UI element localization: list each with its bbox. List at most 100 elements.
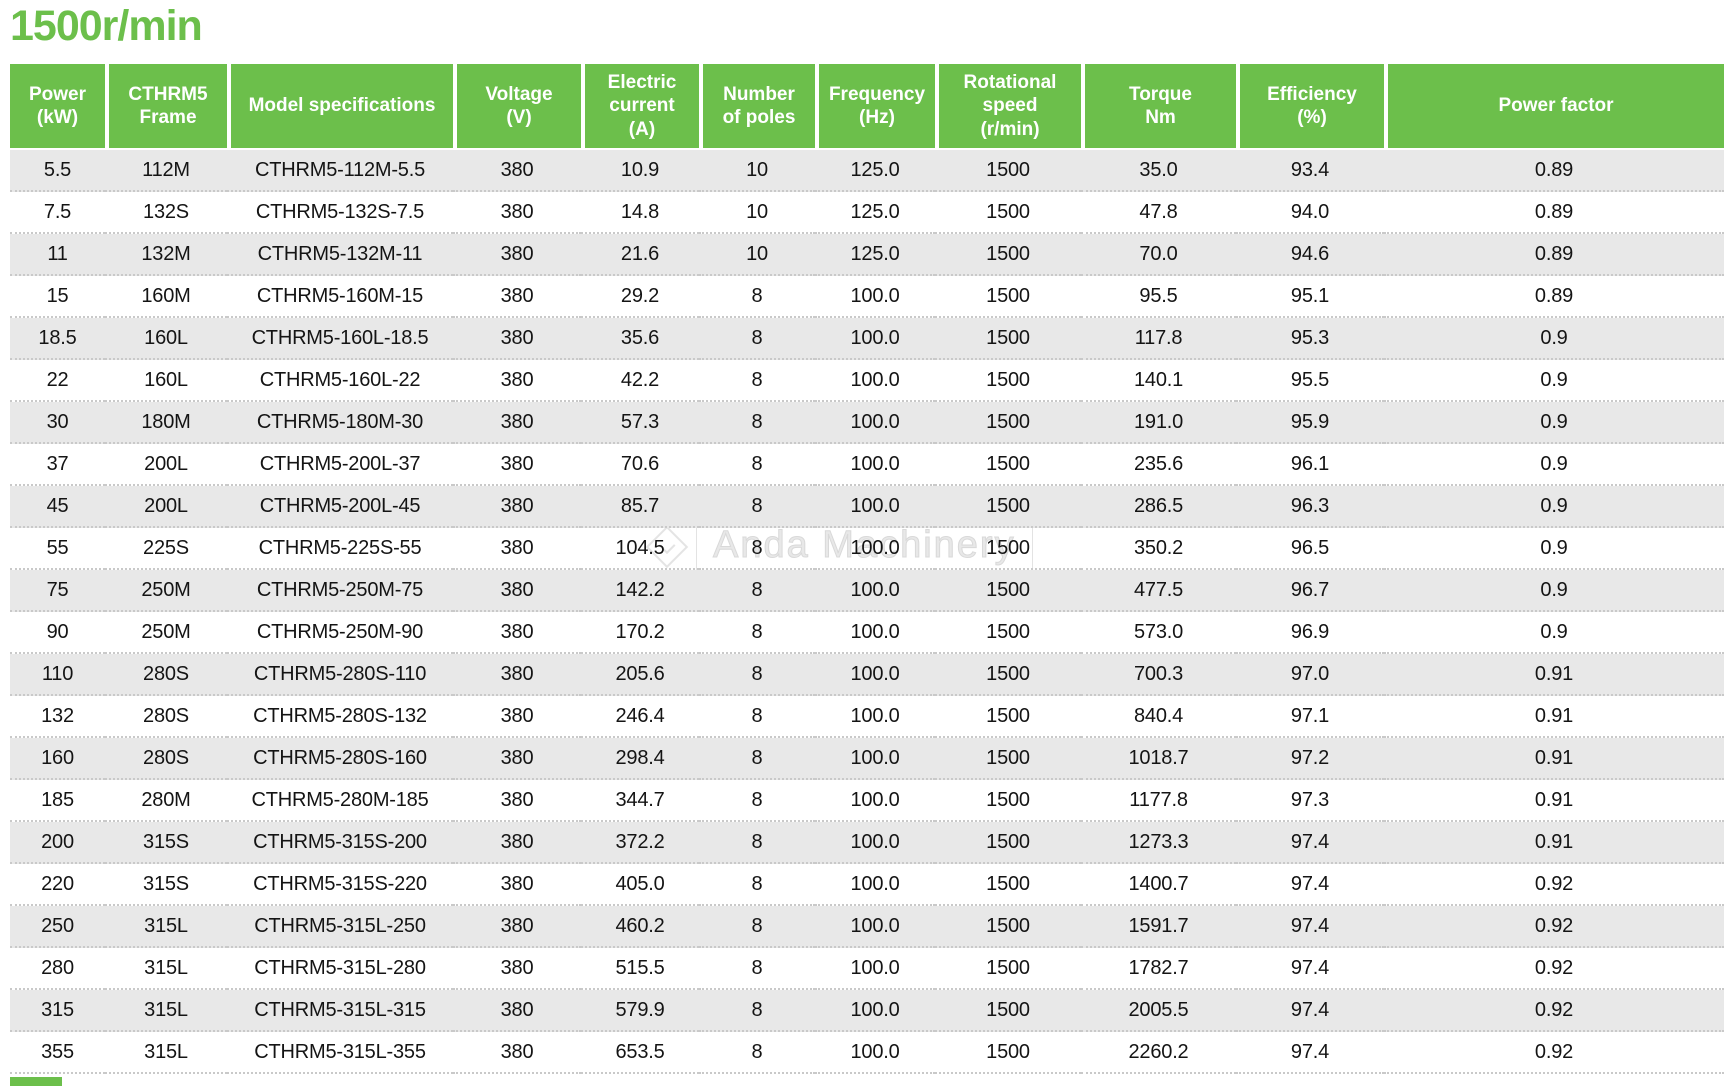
table-cell-poles: 10 [699, 234, 815, 276]
table-cell-model: CTHRM5-250M-90 [227, 612, 453, 654]
table-row: 280 315L CTHRM5-315L-280 380 515.5 8 100.0 1500… [10, 948, 1724, 990]
table-cell-poles: 8 [699, 486, 815, 528]
table-cell-poles: 8 [699, 612, 815, 654]
table-cell-speed: 1500 [935, 612, 1081, 654]
table-cell-torque: 140.1 [1081, 360, 1236, 402]
column-header-frequency: Frequency (Hz) [815, 64, 935, 150]
table-cell-efficiency: 97.0 [1236, 654, 1384, 696]
table-cell-frame: 315L [105, 906, 227, 948]
next-table-header-stub [10, 1077, 62, 1086]
table-cell-power: 280 [10, 948, 105, 990]
table-cell-power: 5.5 [10, 150, 105, 192]
table-cell-efficiency: 97.4 [1236, 1032, 1384, 1074]
table-cell-voltage: 380 [453, 444, 581, 486]
table-cell-frame: 315S [105, 822, 227, 864]
table-cell-power_factor: 0.91 [1384, 822, 1724, 864]
table-cell-voltage: 380 [453, 234, 581, 276]
table-cell-efficiency: 97.4 [1236, 864, 1384, 906]
table-cell-power_factor: 0.92 [1384, 906, 1724, 948]
table-cell-current: 205.6 [581, 654, 699, 696]
table-cell-poles: 8 [699, 906, 815, 948]
table-cell-current: 405.0 [581, 864, 699, 906]
table-cell-power_factor: 0.92 [1384, 948, 1724, 990]
table-cell-power_factor: 0.92 [1384, 990, 1724, 1032]
table-cell-speed: 1500 [935, 654, 1081, 696]
table-cell-power: 18.5 [10, 318, 105, 360]
table-cell-power: 220 [10, 864, 105, 906]
table-cell-frame: 250M [105, 612, 227, 654]
table-cell-model: CTHRM5-250M-75 [227, 570, 453, 612]
column-header-power: Power (kW) [10, 64, 105, 150]
table-cell-frequency: 100.0 [815, 738, 935, 780]
table-cell-model: CTHRM5-315S-220 [227, 864, 453, 906]
table-cell-efficiency: 95.3 [1236, 318, 1384, 360]
table-cell-poles: 8 [699, 276, 815, 318]
table-cell-frequency: 125.0 [815, 192, 935, 234]
table-cell-efficiency: 96.7 [1236, 570, 1384, 612]
table-cell-frame: 200L [105, 486, 227, 528]
table-cell-speed: 1500 [935, 906, 1081, 948]
table-cell-model: CTHRM5-225S-55 [227, 528, 453, 570]
table-cell-power_factor: 0.9 [1384, 318, 1724, 360]
table-row: 75 250M CTHRM5-250M-75 380 142.2 8 100.0 1500 47… [10, 570, 1724, 612]
table-cell-frame: 132S [105, 192, 227, 234]
table-cell-current: 579.9 [581, 990, 699, 1032]
table-cell-efficiency: 95.5 [1236, 360, 1384, 402]
table-row: 185 280M CTHRM5-280M-185 380 344.7 8 100.0 1500… [10, 780, 1724, 822]
column-header-model: Model specifications [227, 64, 453, 150]
table-row: 90 250M CTHRM5-250M-90 380 170.2 8 100.0 1500 57… [10, 612, 1724, 654]
table-cell-torque: 1177.8 [1081, 780, 1236, 822]
table-cell-efficiency: 96.3 [1236, 486, 1384, 528]
column-header-torque: Torque Nm [1081, 64, 1236, 150]
table-cell-speed: 1500 [935, 528, 1081, 570]
table-cell-model: CTHRM5-315L-315 [227, 990, 453, 1032]
table-cell-frequency: 100.0 [815, 864, 935, 906]
column-header-current: Electric current (A) [581, 64, 699, 150]
table-cell-frequency: 100.0 [815, 612, 935, 654]
page-title: 1500r/min [10, 2, 203, 50]
table-cell-power_factor: 0.89 [1384, 192, 1724, 234]
table-cell-poles: 8 [699, 402, 815, 444]
table-cell-voltage: 380 [453, 990, 581, 1032]
table-cell-power_factor: 0.9 [1384, 444, 1724, 486]
table-cell-frame: 160L [105, 360, 227, 402]
table-cell-voltage: 380 [453, 570, 581, 612]
table-cell-power: 355 [10, 1032, 105, 1074]
table-cell-voltage: 380 [453, 864, 581, 906]
table-cell-frequency: 100.0 [815, 570, 935, 612]
table-cell-efficiency: 97.2 [1236, 738, 1384, 780]
table-cell-voltage: 380 [453, 654, 581, 696]
table-cell-voltage: 380 [453, 612, 581, 654]
table-cell-frame: 280S [105, 738, 227, 780]
table-cell-frame: 250M [105, 570, 227, 612]
table-cell-poles: 10 [699, 192, 815, 234]
table-cell-current: 653.5 [581, 1032, 699, 1074]
table-cell-power: 15 [10, 276, 105, 318]
table-cell-voltage: 380 [453, 528, 581, 570]
table-cell-frequency: 100.0 [815, 528, 935, 570]
table-cell-frequency: 100.0 [815, 486, 935, 528]
table-cell-voltage: 380 [453, 780, 581, 822]
table-cell-power: 185 [10, 780, 105, 822]
table-cell-model: CTHRM5-315S-200 [227, 822, 453, 864]
table-cell-torque: 350.2 [1081, 528, 1236, 570]
table-row: 15 160M CTHRM5-160M-15 380 29.2 8 100.0 1500 95.… [10, 276, 1724, 318]
table-cell-poles: 10 [699, 150, 815, 192]
table-cell-power_factor: 0.9 [1384, 612, 1724, 654]
table-cell-model: CTHRM5-280S-160 [227, 738, 453, 780]
table-cell-current: 21.6 [581, 234, 699, 276]
table-cell-current: 10.9 [581, 150, 699, 192]
table-cell-efficiency: 93.4 [1236, 150, 1384, 192]
table-cell-torque: 235.6 [1081, 444, 1236, 486]
table-cell-model: CTHRM5-160M-15 [227, 276, 453, 318]
table-cell-speed: 1500 [935, 192, 1081, 234]
table-cell-power_factor: 0.9 [1384, 486, 1724, 528]
table-cell-power_factor: 0.9 [1384, 570, 1724, 612]
table-cell-poles: 8 [699, 570, 815, 612]
table-cell-efficiency: 97.3 [1236, 780, 1384, 822]
table-cell-power: 30 [10, 402, 105, 444]
table-cell-torque: 1018.7 [1081, 738, 1236, 780]
table-cell-model: CTHRM5-315L-355 [227, 1032, 453, 1074]
table-cell-power_factor: 0.92 [1384, 1032, 1724, 1074]
table-cell-model: CTHRM5-315L-250 [227, 906, 453, 948]
